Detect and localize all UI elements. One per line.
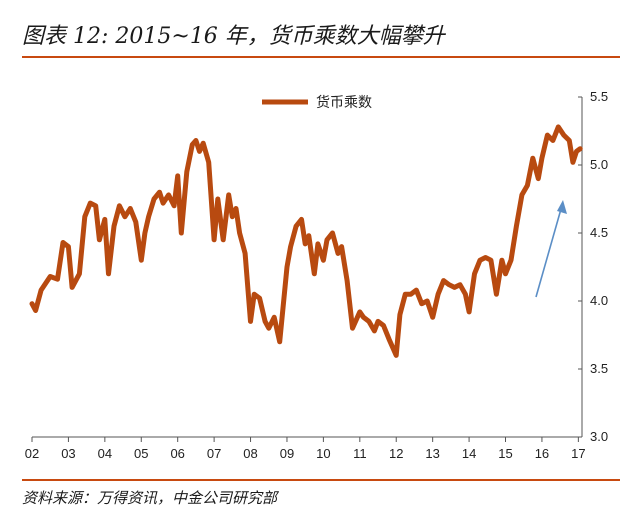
chart-title: 图表 12: 2015~16 年，货币乘数大幅攀升 <box>22 24 445 49</box>
x-tick-label: 05 <box>134 446 148 460</box>
arrow-head <box>557 200 567 214</box>
chart-area: 3.0 3.5 4.0 4.5 5.0 5.5 02 03 04 05 06 07 08 09 10 11 12… <box>25 89 608 460</box>
x-tick-label: 11 <box>353 446 367 460</box>
x-tick-label: 06 <box>170 446 184 460</box>
series-line <box>29 124 583 358</box>
legend: 货币乘数 <box>262 94 372 111</box>
source-note: 资料来源：万得资讯，中金公司研究部 <box>22 489 278 507</box>
axes: 3.0 3.5 4.0 4.5 5.0 5.5 02 03 04 05 06 07 08 09 10 11 12… <box>25 89 608 460</box>
y-tick-label: 3.0 <box>590 429 608 444</box>
x-tick-label: 09 <box>280 446 294 460</box>
y-tick-label: 5.0 <box>590 157 608 172</box>
x-tick-label: 15 <box>498 446 512 460</box>
x-tick-label: 04 <box>98 446 112 460</box>
x-tick-label: 10 <box>316 446 330 460</box>
series-layer <box>29 124 583 358</box>
y-tick-label: 4.5 <box>590 225 608 240</box>
top-rule <box>22 56 620 58</box>
x-tick-label: 02 <box>25 446 39 460</box>
x-tick-label: 03 <box>61 446 75 460</box>
y-tick-label: 3.5 <box>590 361 608 376</box>
arrow-shaft <box>535 208 562 298</box>
x-tick-label: 12 <box>389 446 403 460</box>
y-tick-label: 5.5 <box>590 89 608 104</box>
x-tick-label: 08 <box>243 446 257 460</box>
x-tick-label: 17 <box>571 446 585 460</box>
bottom-rule <box>22 479 620 481</box>
x-tick-label: 14 <box>462 446 476 460</box>
legend-label: 货币乘数 <box>316 94 372 111</box>
y-tick-label: 4.0 <box>590 293 608 308</box>
x-tick-label: 16 <box>535 446 549 460</box>
x-tick-label: 07 <box>207 446 221 460</box>
x-tick-label: 13 <box>425 446 439 460</box>
trend-arrow <box>535 200 567 298</box>
